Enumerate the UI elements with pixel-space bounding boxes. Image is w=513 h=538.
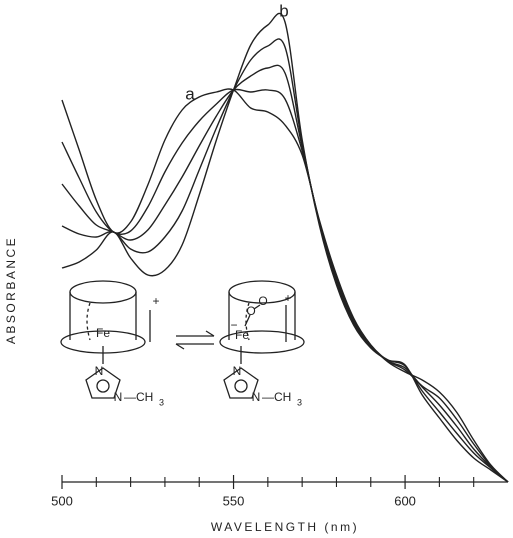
atom-label: N xyxy=(233,364,242,378)
atom-label: N xyxy=(114,390,123,404)
atom-label: O xyxy=(246,304,255,318)
atom-label: N xyxy=(95,364,104,378)
porphyrin-cage-left xyxy=(60,280,151,399)
curve-label: a xyxy=(185,84,195,103)
x-axis-title: WAVELENGTH (nm) xyxy=(211,520,359,534)
methyl-label: —CH xyxy=(262,390,291,404)
curve-label: b xyxy=(279,1,288,20)
porphyrin-cage-right xyxy=(219,280,305,399)
atom-label: O xyxy=(258,294,267,308)
spectrum-line xyxy=(61,64,509,483)
atom-label: N xyxy=(252,390,261,404)
metal-label: Fe xyxy=(96,326,110,340)
charge-label: + xyxy=(284,291,291,305)
spectrum-line xyxy=(61,12,509,483)
charge-label: − xyxy=(230,318,237,332)
spectrum-line xyxy=(61,88,509,483)
y-axis-title: ABSORBANCE xyxy=(4,236,18,344)
x-tick-label: 500 xyxy=(51,493,73,508)
methyl-subscript: 3 xyxy=(159,397,164,407)
x-tick-label: 600 xyxy=(394,493,416,508)
methyl-label: —CH xyxy=(124,390,153,404)
charge-label: + xyxy=(152,294,159,308)
spectrum-line xyxy=(61,38,509,483)
methyl-subscript: 3 xyxy=(297,397,302,407)
equilibrium-arrows xyxy=(175,330,215,350)
x-tick-label: 550 xyxy=(223,493,245,508)
spectrum-line xyxy=(61,88,509,483)
metal-label: Fe xyxy=(235,328,249,342)
